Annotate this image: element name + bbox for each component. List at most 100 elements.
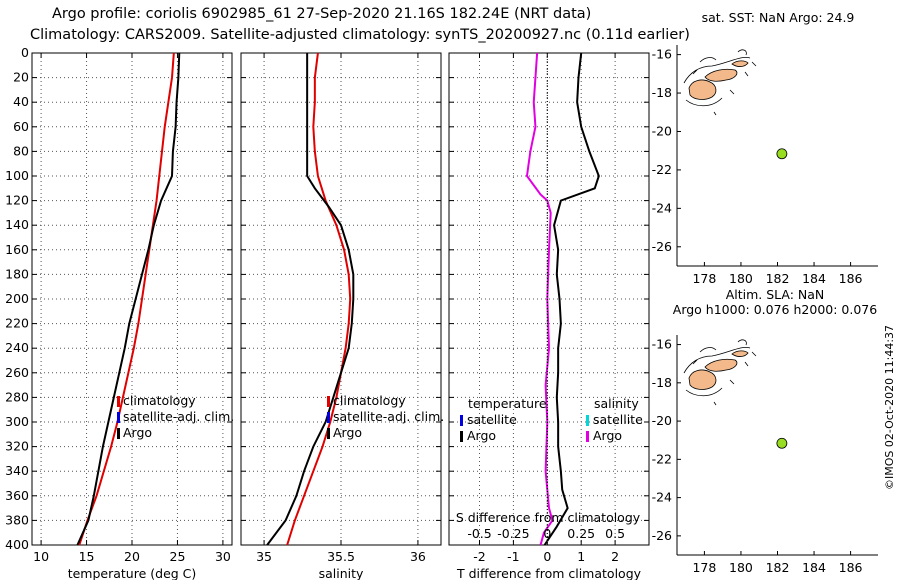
x-tick-label: 35	[256, 549, 272, 564]
y-tick-label: 300	[5, 414, 29, 429]
difference-legends: temperaturesatelliteArgosalinitysatellit…	[456, 396, 643, 541]
panel-salinity: 35 35.5 36 salinity	[240, 52, 442, 580]
top-tick-label: 0.25	[567, 526, 595, 541]
map-sst-map: -16 -18 -20 -22 -24 -26 178 180 182 184 186	[652, 45, 878, 286]
y-tick-label: 360	[5, 488, 29, 503]
series-temperature-argo	[525, 52, 554, 546]
x-tick-label: 10	[33, 549, 49, 564]
x-tick-label: 1	[577, 549, 585, 564]
y-tick-label: 280	[5, 389, 29, 404]
legend-label: Argo	[123, 425, 152, 440]
y-tick-label: 40	[13, 94, 29, 109]
legend-label: satellite	[467, 412, 517, 427]
x-tick-label: 15	[79, 549, 95, 564]
legend-swatch	[586, 415, 589, 426]
island-land	[731, 60, 749, 67]
map-y-tick-label: -24	[652, 200, 672, 215]
legend-swatch	[117, 396, 120, 407]
sla-map-title: Altim. SLA: NaN	[726, 287, 825, 302]
sst-map-title: sat. SST: NaN Argo: 24.9	[702, 10, 855, 25]
map-x-tick-label: 186	[839, 560, 863, 575]
y-tick-label: 140	[5, 217, 29, 232]
y-tick-label: 100	[5, 168, 29, 183]
legend-title-temperature: temperature	[468, 396, 547, 411]
y-tick-label: 120	[5, 193, 29, 208]
island-land	[731, 350, 749, 357]
island-land	[704, 358, 738, 372]
x-tick-label: 30	[215, 549, 231, 564]
map-x-tick-label: 182	[766, 560, 790, 575]
legend-title-salinity: salinity	[594, 396, 639, 411]
map-y-tick-label: -18	[652, 375, 672, 390]
legend-label: satellite-adj. clim.	[333, 409, 444, 424]
legend-label: satellite	[593, 412, 643, 427]
x-tick-label: 0	[543, 549, 551, 564]
top-tick-label: -0.25	[497, 526, 529, 541]
legend-swatch	[327, 396, 330, 407]
title-line-1: Argo profile: coriolis 6902985_61 27-Sep…	[52, 6, 591, 22]
series-salinity-argo	[543, 52, 600, 546]
map-y-tick-label: -22	[652, 162, 672, 177]
legend-label: climatology	[333, 393, 406, 408]
y-tick-label: 0	[21, 45, 29, 60]
y-tick-label: 180	[5, 266, 29, 281]
series-argo	[76, 52, 181, 546]
island-land	[704, 68, 738, 82]
x-tick-label: 35.5	[327, 549, 355, 564]
y-tick-label: 60	[13, 119, 29, 134]
argo-position-marker	[776, 148, 788, 160]
y-tick-label: 240	[5, 340, 29, 355]
x-tick-label: 2	[611, 549, 619, 564]
map-y-tick-label: -26	[652, 239, 672, 254]
sla-map-subtitle: Argo h1000: 0.076 h2000: 0.076	[673, 302, 877, 317]
map-x-tick-label: 184	[802, 271, 826, 286]
title-line-2: Climatology: CARS2009. Satellite-adjuste…	[30, 27, 690, 43]
island-land	[688, 79, 717, 100]
map-y-tick-label: -22	[652, 451, 672, 466]
argo-position-marker	[776, 437, 788, 449]
x-tick-label: 36	[410, 549, 426, 564]
legend-label: climatology	[123, 393, 196, 408]
map-x-tick-label: 178	[692, 271, 716, 286]
x-axis-label: salinity	[319, 566, 364, 580]
y-tick-label: 260	[5, 365, 29, 380]
top-tick-label: 0	[543, 526, 551, 541]
panel-difference: -2 -1 0 1 2 T difference from climatology	[448, 52, 650, 580]
top-axis-label: S difference from climatology	[456, 510, 641, 525]
series-climatology	[286, 52, 352, 546]
legend-swatch	[117, 428, 120, 439]
y-tick-label: 80	[13, 143, 29, 158]
y-tick-label: 160	[5, 242, 29, 257]
island-land	[688, 369, 717, 390]
top-tick-label: -0.5	[467, 526, 491, 541]
map-x-tick-label: 182	[766, 271, 790, 286]
legend-label: satellite-adj. clim.	[123, 409, 234, 424]
legend-label: Argo	[593, 428, 622, 443]
map-sla-map: -16 -18 -20 -22 -24 -26 178 180 182 184 186	[652, 335, 878, 575]
legend-label: Argo	[333, 425, 362, 440]
panel-temperature: 10 15 20 25 30020406080100120140160180200220…	[5, 45, 233, 580]
x-axis-label: temperature (deg C)	[68, 566, 197, 580]
legend-swatch	[117, 412, 120, 423]
legend-label: Argo	[467, 428, 496, 443]
map-x-tick-label: 186	[839, 271, 863, 286]
map-x-tick-label: 178	[692, 560, 716, 575]
legend-swatch	[327, 412, 330, 423]
y-tick-label: 200	[5, 291, 29, 306]
island-outline	[683, 339, 757, 406]
legend-swatch	[460, 415, 463, 426]
map-y-tick-label: -24	[652, 490, 672, 505]
y-tick-label: 220	[5, 316, 29, 331]
legend-swatch	[460, 431, 463, 442]
legend-swatch	[327, 428, 330, 439]
y-tick-label: 340	[5, 463, 29, 478]
map-x-tick-label: 180	[729, 271, 753, 286]
top-tick-label: 0.5	[605, 526, 625, 541]
map-y-tick-label: -18	[652, 85, 672, 100]
plot-layer: 10 15 20 25 30020406080100120140160180200220…	[5, 10, 878, 580]
x-tick-label: 25	[170, 549, 186, 564]
x-axis-label: T difference from climatology	[456, 566, 642, 580]
y-tick-label: 20	[13, 70, 29, 85]
